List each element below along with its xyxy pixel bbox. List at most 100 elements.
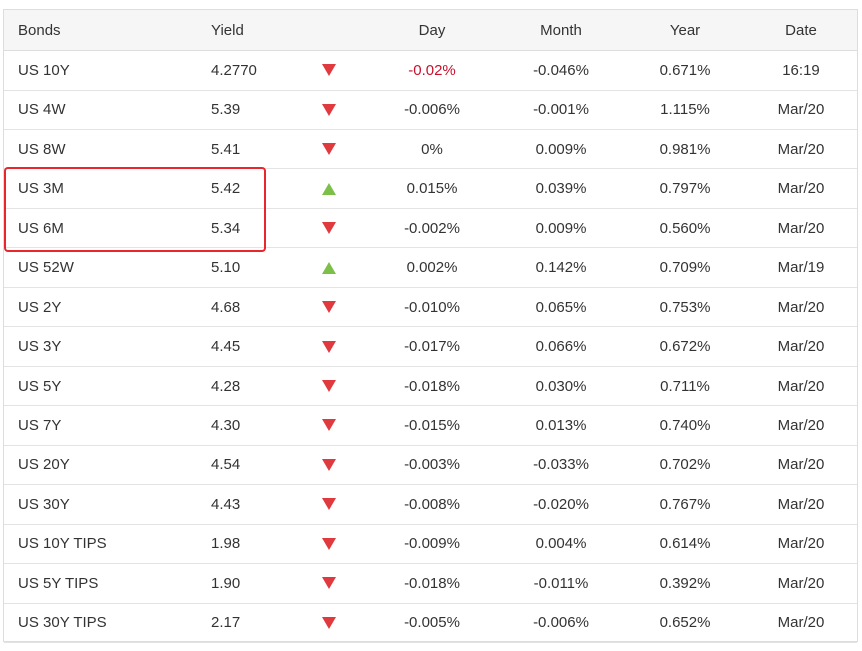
down-arrow (320, 406, 338, 445)
table-row[interactable]: US 5Y TIPS 1.90 -0.018% -0.011% 0.392% Mar/20 (4, 564, 857, 604)
header-cell[interactable]: Year (669, 21, 701, 39)
table-cell: 16:19 (782, 61, 820, 79)
arrow-shape (322, 498, 336, 511)
table-cell: 5.10 (211, 259, 241, 277)
table-row[interactable]: US 8W 5.41 0% 0.009% 0.981% Mar/20 (4, 130, 857, 170)
arrow-shape (322, 182, 336, 195)
down-arrow (320, 564, 338, 603)
up-arrow (320, 248, 338, 287)
table-cell: -0.015% (404, 416, 460, 434)
arrow-shape (322, 458, 336, 471)
table-cell: 0.002% (406, 259, 458, 277)
table-row[interactable]: US 30Y 4.43 -0.008% -0.020% 0.767% Mar/20 (4, 485, 857, 525)
header-cell[interactable]: Day (418, 21, 446, 39)
table-cell: 0.671% (659, 61, 711, 79)
table-cell: Mar/20 (777, 338, 825, 356)
arrow-shape (322, 340, 336, 353)
table-cell: -0.011% (533, 574, 589, 592)
arrow-icon (322, 301, 336, 314)
table-row[interactable]: US 5Y 4.28 -0.018% 0.030% 0.711% Mar/20 (4, 367, 857, 407)
table-cell: Mar/20 (777, 574, 825, 592)
header-cell[interactable]: Yield (211, 21, 244, 39)
table-cell: US 4W (18, 101, 66, 119)
arrow-shape (322, 419, 336, 432)
table-cell: US 52W (18, 259, 74, 277)
table-cell: 0.711% (660, 377, 710, 395)
table-row[interactable]: US 10Y 4.2770 -0.02% -0.046% 0.671% 16:19 (4, 51, 857, 91)
table-cell: 4.28 (211, 377, 241, 395)
header-cell[interactable]: Date (785, 21, 817, 39)
table-cell: 0.066% (535, 338, 587, 356)
table-row[interactable]: US 20Y 4.54 -0.003% -0.033% 0.702% Mar/20 (4, 446, 857, 486)
table-row[interactable]: US 3Y 4.45 -0.017% 0.066% 0.672% Mar/20 (4, 327, 857, 367)
arrow-shape (322, 537, 336, 550)
table-cell: US 6M (18, 219, 64, 237)
table-cell: 0.013% (535, 416, 587, 434)
table-row[interactable]: US 10Y TIPS 1.98 -0.009% 0.004% 0.614% Mar/20 (4, 525, 857, 565)
table-cell: -0.003% (404, 456, 460, 474)
arrow-icon (322, 537, 336, 550)
table-cell: US 10Y (18, 61, 70, 79)
table-cell: 4.2770 (211, 61, 257, 79)
arrow-icon (322, 616, 336, 629)
down-arrow (320, 327, 338, 366)
table-row[interactable]: US 6M 5.34 -0.002% 0.009% 0.560% Mar/20 (4, 209, 857, 249)
table-cell: -0.017% (404, 338, 460, 356)
header-cell[interactable]: Bonds (18, 21, 61, 39)
down-arrow (320, 51, 338, 90)
table-cell: 1.90 (211, 574, 241, 592)
table-cell: Mar/20 (777, 495, 825, 513)
table-cell: Mar/20 (777, 614, 825, 632)
arrow-icon (322, 458, 336, 471)
table-cell: 0.065% (535, 298, 587, 316)
down-arrow (320, 485, 338, 524)
down-arrow (320, 130, 338, 169)
arrow-icon (322, 182, 336, 195)
table-cell: US 30Y TIPS (18, 614, 107, 632)
table-row[interactable]: US 30Y TIPS 2.17 -0.005% -0.006% 0.652% Mar/2… (4, 604, 857, 644)
table-cell: 0.009% (535, 219, 587, 237)
arrow-icon (322, 577, 336, 590)
table-cell: 2.17 (211, 614, 241, 632)
table-cell: -0.018% (404, 377, 460, 395)
table-cell: US 10Y TIPS (18, 535, 107, 553)
table-cell: 0.142% (535, 259, 587, 277)
table-cell: -0.033% (533, 456, 589, 474)
table-cell: US 5Y TIPS (18, 574, 99, 592)
header-row: Bonds Yield Day Month Year Date (4, 10, 857, 51)
table-cell: -0.02% (408, 61, 456, 79)
bonds-table: Bonds Yield Day Month Year Date US 10Y 4.… (3, 9, 858, 644)
table-cell: US 2Y (18, 298, 62, 316)
arrow-icon (322, 380, 336, 392)
arrow-icon (322, 222, 336, 235)
table-cell: 0.652% (659, 614, 711, 632)
table-cell: 0.560% (659, 219, 711, 237)
table-row[interactable]: US 4W 5.39 -0.006% -0.001% 1.115% Mar/20 (4, 90, 857, 130)
table-cell: 0.015% (406, 180, 458, 198)
table-cell: -0.006% (404, 101, 460, 119)
arrow-shape (322, 577, 336, 590)
table-cell: -0.001% (533, 101, 589, 119)
table-cell: 0.030% (535, 377, 587, 395)
arrow-icon (322, 261, 336, 274)
header-cell[interactable]: Month (540, 21, 582, 39)
arrow-shape (322, 380, 336, 392)
table-cell: Mar/20 (777, 101, 825, 119)
table-cell: 0.981% (659, 140, 711, 158)
table-cell: Mar/20 (777, 416, 825, 434)
arrow-shape (322, 301, 336, 314)
table-cell: Mar/20 (777, 219, 825, 237)
table-cell: 0.009% (535, 140, 587, 158)
down-arrow (320, 367, 338, 406)
table-cell: -0.005% (404, 614, 460, 632)
table-row[interactable]: US 52W 5.10 0.002% 0.142% 0.709% Mar/19 (4, 248, 857, 288)
table-cell: 5.41 (211, 140, 241, 158)
table-cell: 0% (421, 140, 443, 158)
arrow-shape (322, 64, 336, 77)
table-cell: -0.010% (404, 298, 460, 316)
arrow-icon (322, 498, 336, 511)
table-row[interactable]: US 7Y 4.30 -0.015% 0.013% 0.740% Mar/20 (4, 406, 857, 446)
table-row[interactable]: US 3M 5.42 0.015% 0.039% 0.797% Mar/20 (4, 169, 857, 209)
table-row[interactable]: US 2Y 4.68 -0.010% 0.065% 0.753% Mar/20 (4, 288, 857, 328)
